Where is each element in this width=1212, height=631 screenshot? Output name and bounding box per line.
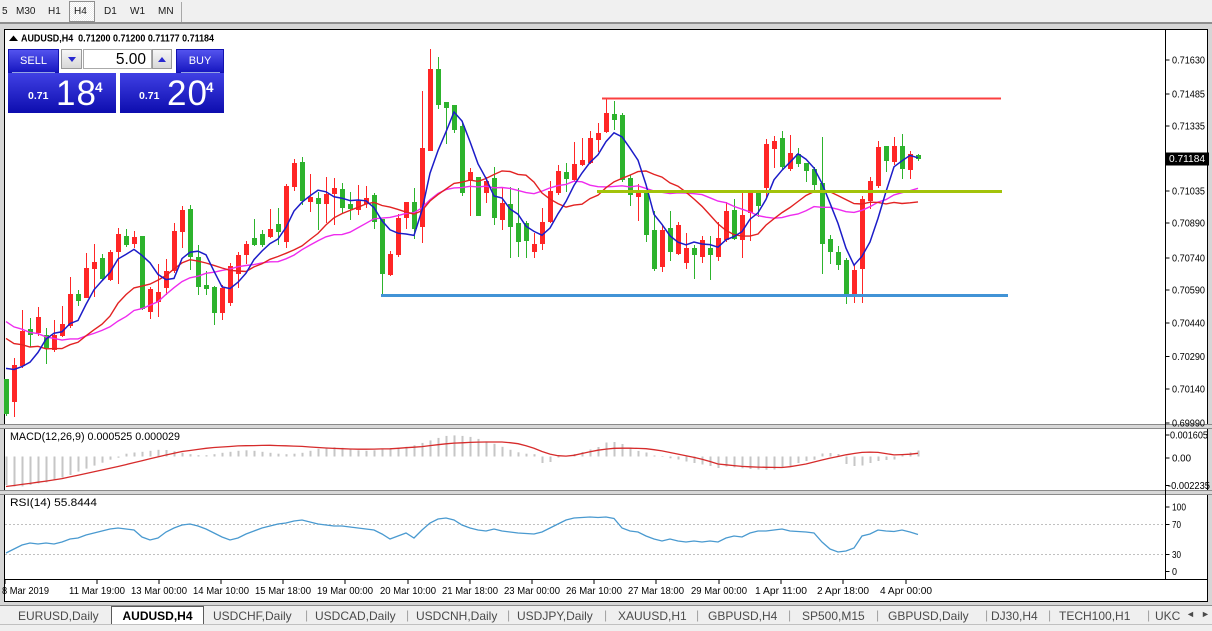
svg-text:0.70290: 0.70290	[1172, 352, 1205, 363]
svg-text:0.71485: 0.71485	[1172, 90, 1205, 101]
svg-text:20 Mar 10:00: 20 Mar 10:00	[380, 586, 436, 597]
svg-text:0.71335: 0.71335	[1172, 122, 1205, 133]
svg-text:0.70140: 0.70140	[1172, 385, 1205, 396]
svg-text:0.71630: 0.71630	[1172, 56, 1205, 67]
svg-text:19 Mar 00:00: 19 Mar 00:00	[317, 586, 373, 597]
svg-text:AUDUSD,H4 0.71200 0.71200 0.7: AUDUSD,H4 0.71200 0.71200 0.71177 0.7118…	[21, 33, 214, 45]
svg-text:14 Mar 10:00: 14 Mar 10:00	[193, 586, 249, 597]
svg-text:70: 70	[1172, 520, 1181, 531]
svg-text:29 Mar 00:00: 29 Mar 00:00	[691, 586, 747, 597]
svg-text:0.70740: 0.70740	[1172, 254, 1205, 265]
svg-text:26 Mar 10:00: 26 Mar 10:00	[566, 586, 622, 597]
svg-text:0: 0	[1172, 567, 1177, 578]
svg-text:0.71184: 0.71184	[1169, 154, 1205, 165]
svg-text:MACD(12,26,9) 0.000525 0.00002: MACD(12,26,9) 0.000525 0.000029	[10, 431, 180, 443]
svg-text:100: 100	[1172, 503, 1186, 514]
svg-text:4 Apr 00:00: 4 Apr 00:00	[880, 586, 932, 597]
svg-text:21 Mar 18:00: 21 Mar 18:00	[442, 586, 498, 597]
svg-text:30: 30	[1172, 550, 1181, 561]
svg-text:27 Mar 18:00: 27 Mar 18:00	[628, 586, 684, 597]
svg-text:23 Mar 00:00: 23 Mar 00:00	[504, 586, 560, 597]
svg-text:2 Apr 18:00: 2 Apr 18:00	[817, 586, 869, 597]
svg-text:0.001605: 0.001605	[1170, 431, 1208, 442]
svg-text:15 Mar 18:00: 15 Mar 18:00	[255, 586, 311, 597]
svg-text:8 Mar 2019: 8 Mar 2019	[2, 586, 49, 597]
svg-text:RSI(14) 55.8444: RSI(14) 55.8444	[10, 497, 97, 509]
svg-text:13 Mar 00:00: 13 Mar 00:00	[131, 586, 187, 597]
svg-text:0.70590: 0.70590	[1172, 286, 1205, 297]
svg-text:0.69990: 0.69990	[1172, 419, 1205, 430]
svg-text:0.71035: 0.71035	[1172, 187, 1205, 198]
svg-text:0.70440: 0.70440	[1172, 319, 1205, 330]
svg-text:1 Apr 11:00: 1 Apr 11:00	[755, 586, 807, 597]
svg-text:-0.002235: -0.002235	[1168, 481, 1210, 492]
svg-text:11 Mar 19:00: 11 Mar 19:00	[69, 586, 125, 597]
svg-text:0.00: 0.00	[1172, 454, 1191, 465]
svg-text:0.70890: 0.70890	[1172, 219, 1205, 230]
